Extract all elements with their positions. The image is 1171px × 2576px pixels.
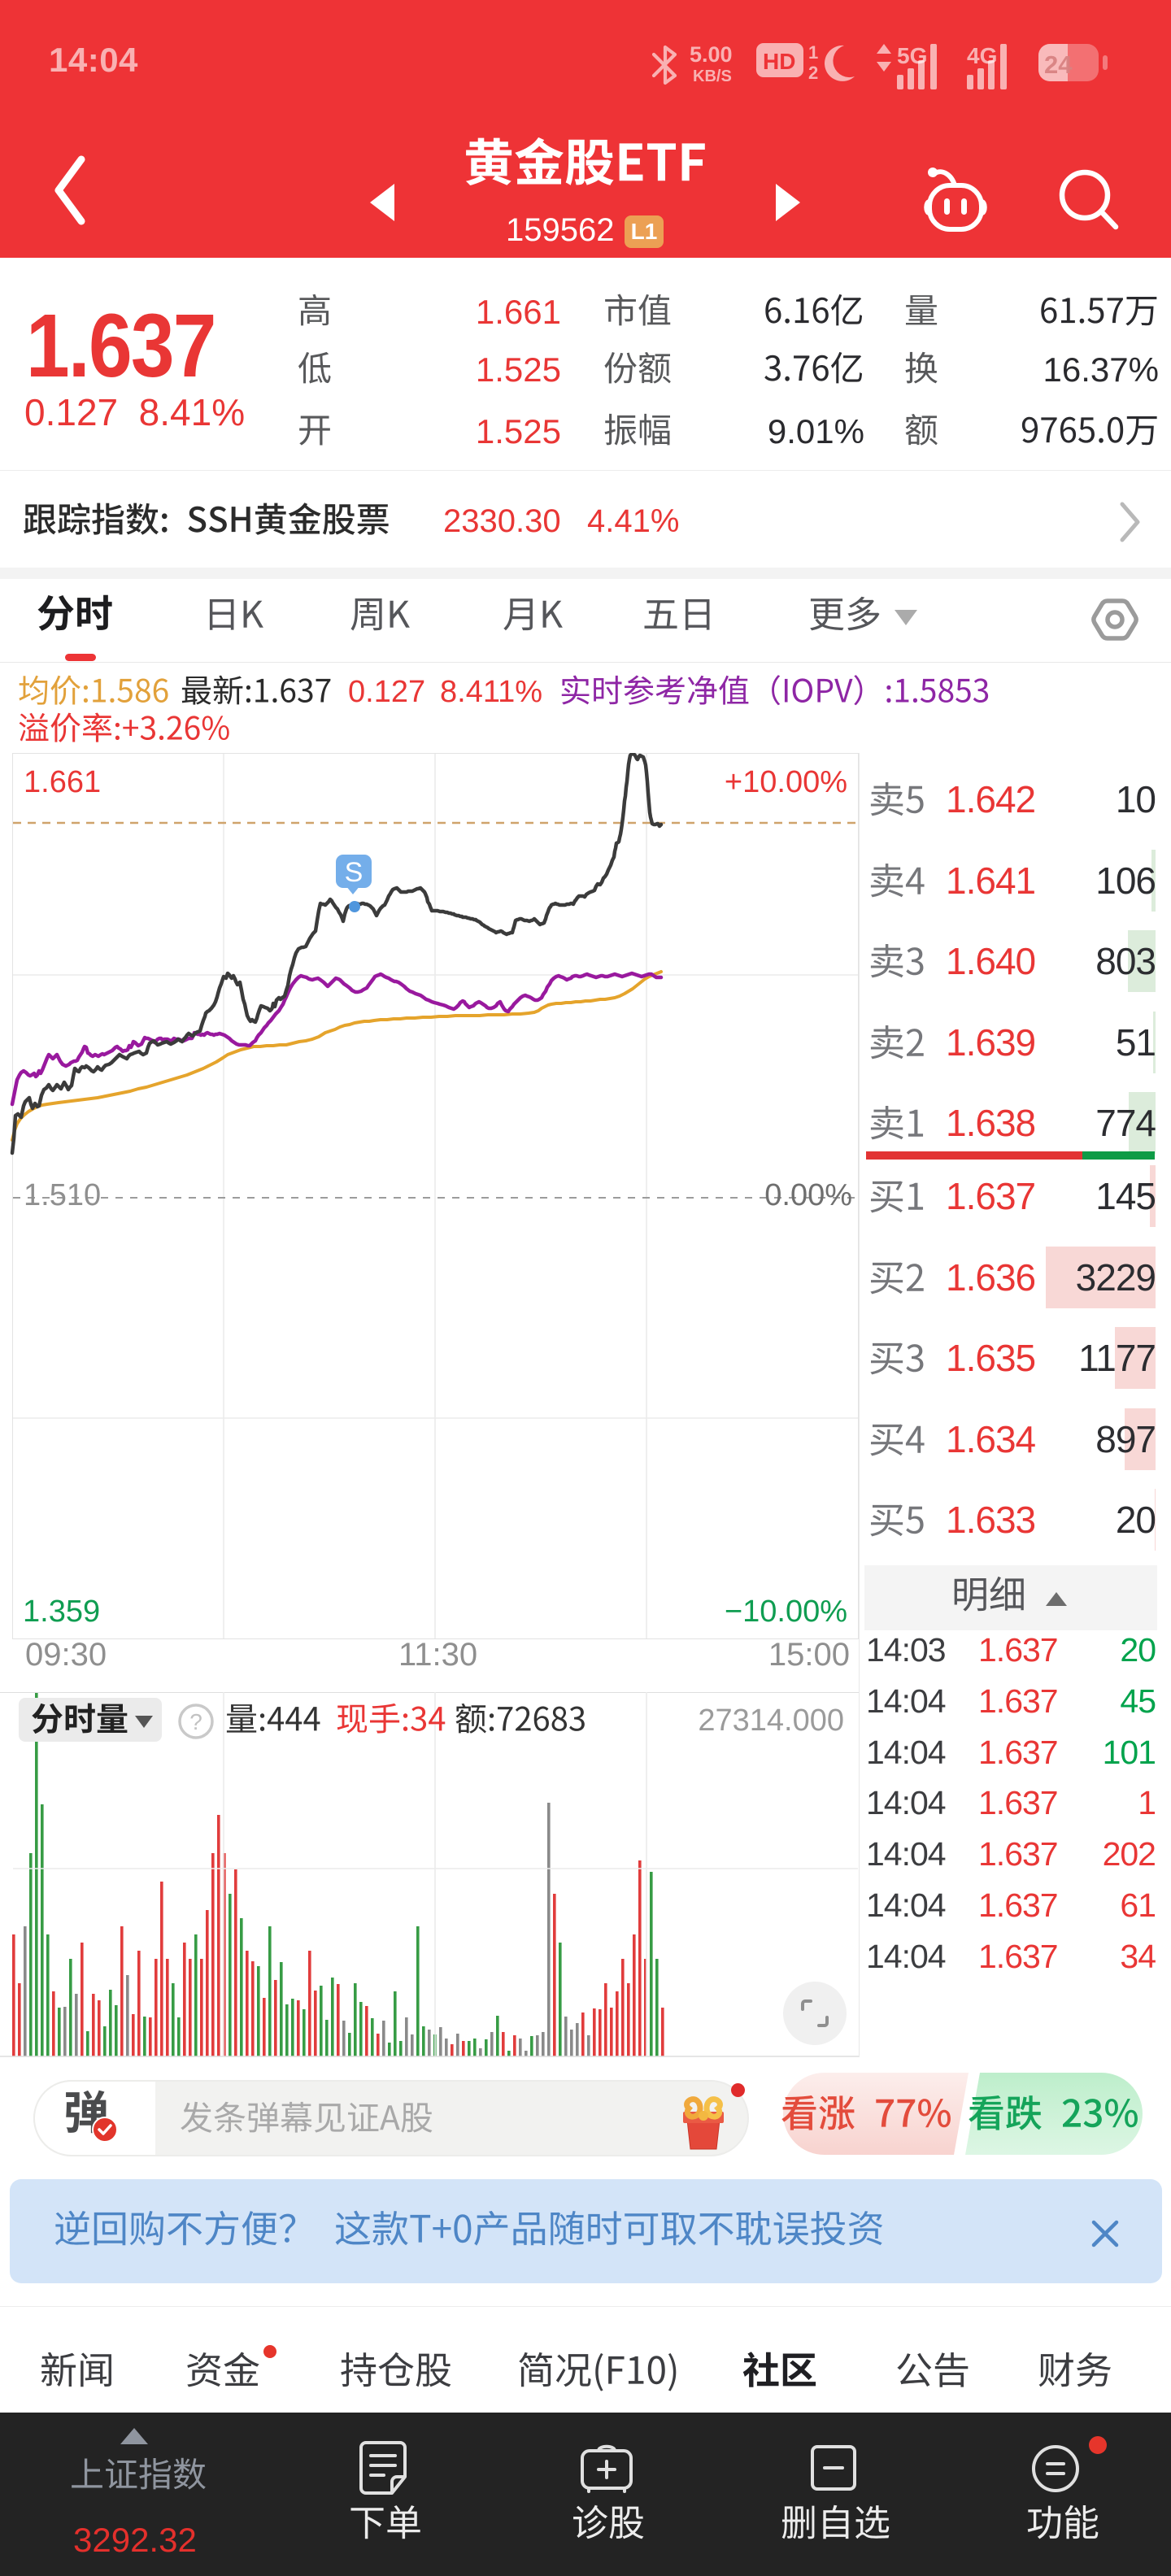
svg-text:1: 1	[808, 42, 818, 63]
svg-text:HD: HD	[763, 49, 795, 74]
svg-text:?: ?	[189, 1709, 202, 1734]
svg-text:KB/S: KB/S	[693, 67, 732, 85]
svg-text:5.00: 5.00	[690, 42, 733, 67]
svg-text:S: S	[345, 857, 363, 888]
svg-text:2: 2	[808, 63, 818, 83]
svg-text:24: 24	[1044, 50, 1073, 79]
